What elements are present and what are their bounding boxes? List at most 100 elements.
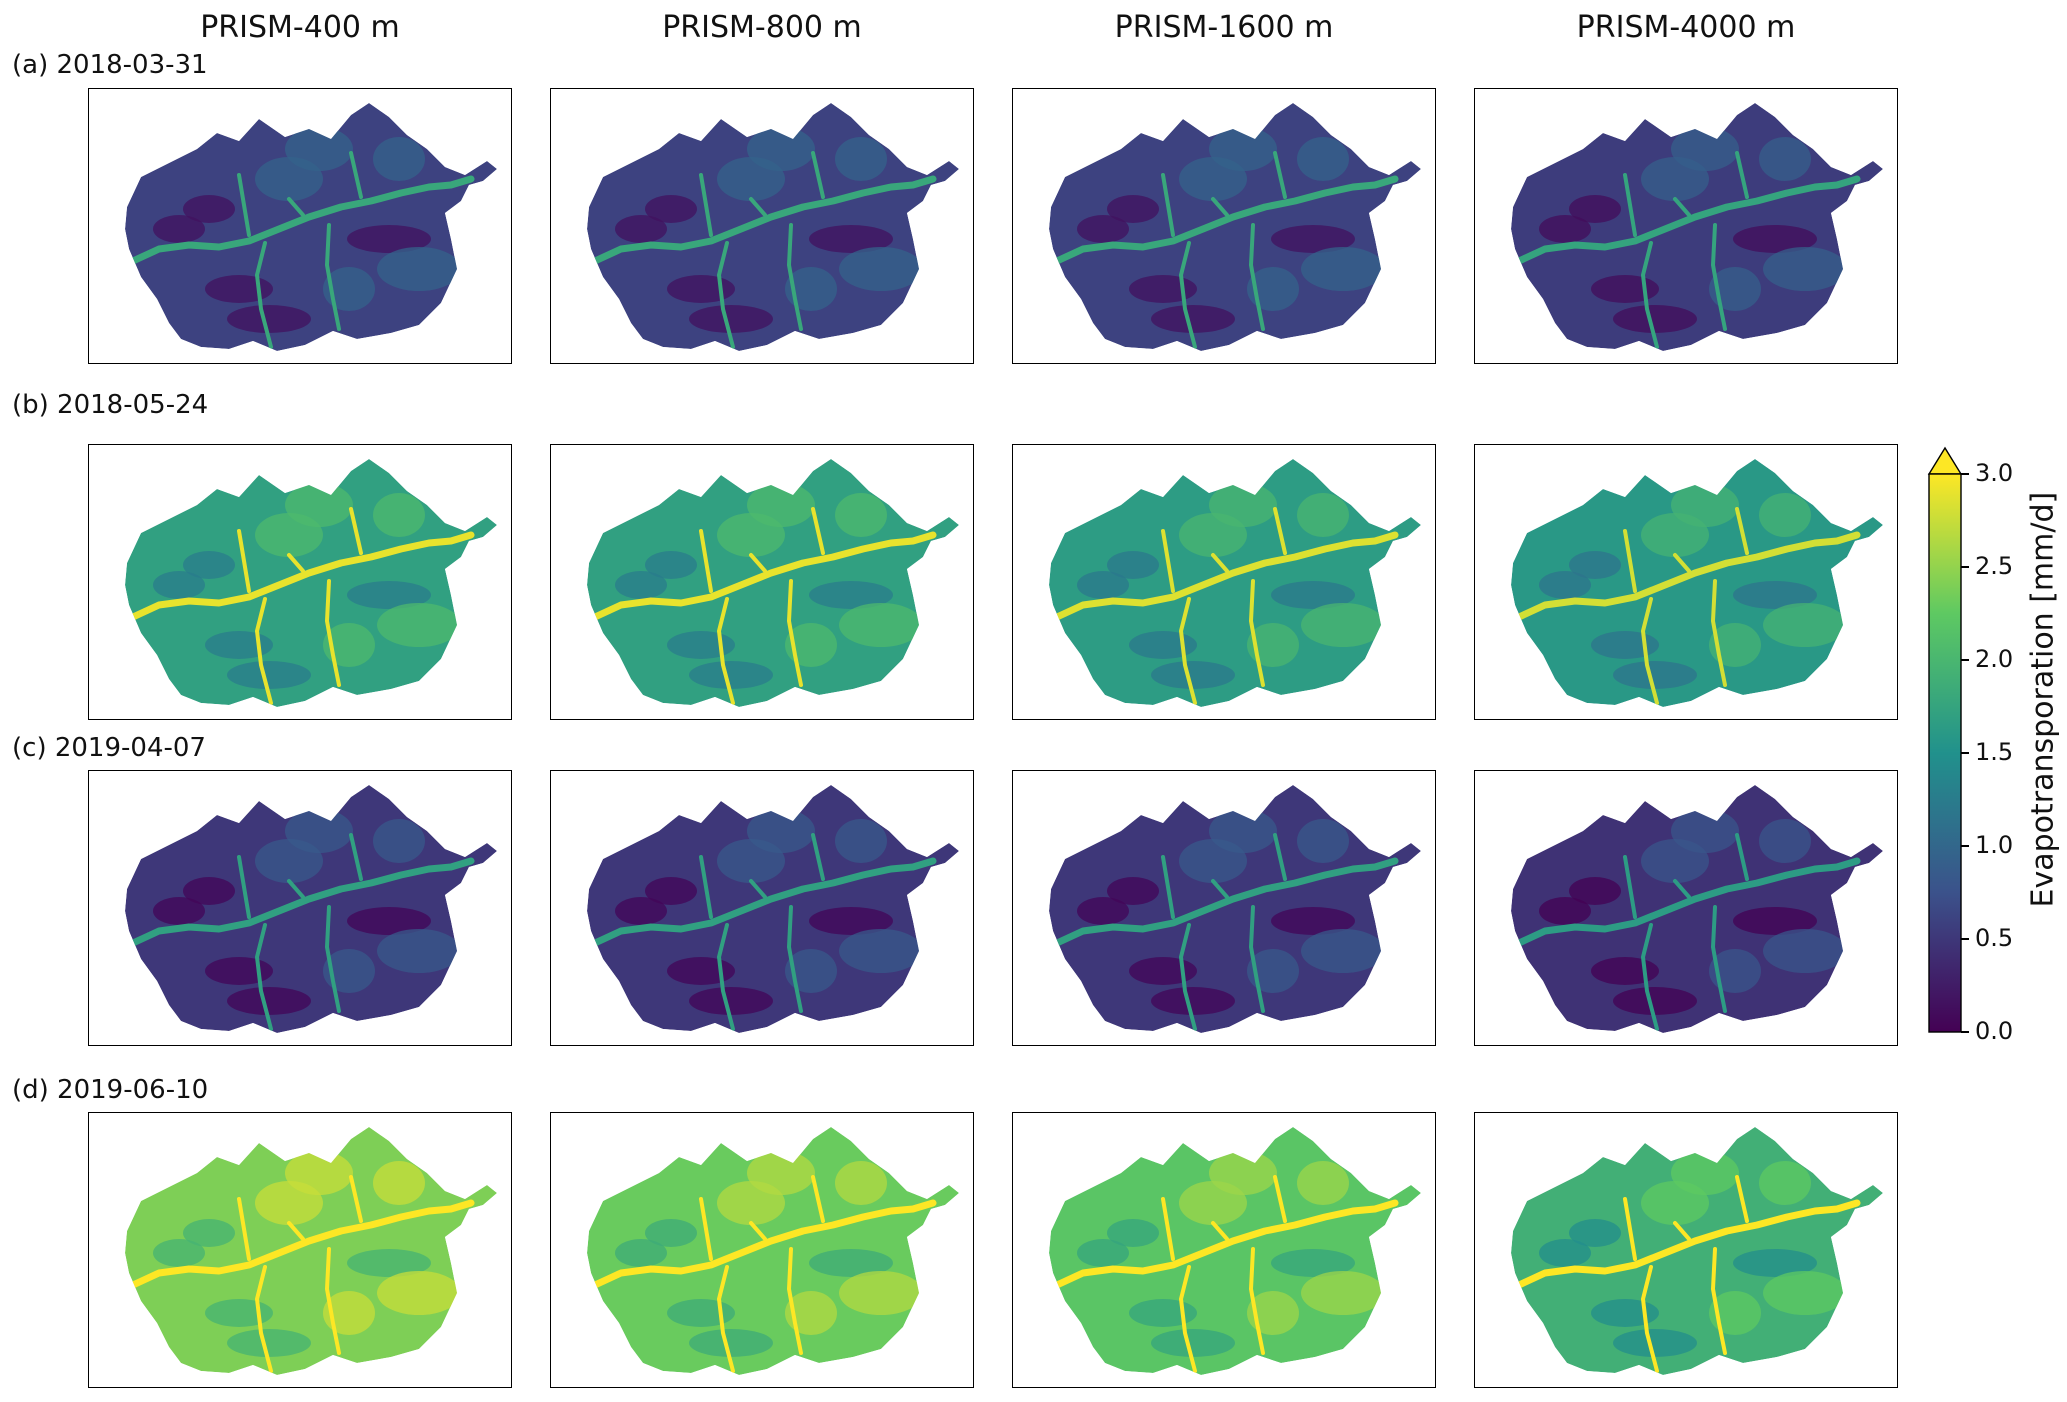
riparian-channel (325, 579, 341, 687)
value-patch (1733, 581, 1817, 609)
value-patch (1129, 1299, 1197, 1327)
value-patch (1107, 877, 1159, 905)
value-patch (615, 215, 667, 243)
riparian-channel (1161, 529, 1175, 593)
map-panel (1474, 1112, 1898, 1388)
colorbar-extend-triangle (1927, 446, 1963, 475)
riparian-channel (129, 531, 475, 621)
colorbar-tick-mark (1961, 752, 1969, 754)
value-patch (1271, 1249, 1355, 1277)
value-patch (1301, 929, 1385, 973)
riparian-channel (1673, 553, 1691, 573)
value-patch (1539, 215, 1591, 243)
riparian-channel (237, 1197, 251, 1261)
map-svg (1049, 785, 1421, 1033)
value-patch (285, 809, 353, 853)
value-patch (1129, 957, 1197, 985)
riparian-channel (591, 857, 937, 947)
riparian-channel (1641, 1265, 1659, 1373)
column-title: PRISM-4000 m (1576, 10, 1796, 45)
value-patch (1107, 195, 1159, 223)
value-patch (667, 957, 735, 985)
value-patch (1151, 987, 1235, 1015)
colorbar-gradient (1928, 473, 1962, 1033)
value-patch (1129, 631, 1197, 659)
value-patch (153, 571, 205, 599)
value-patch (1591, 957, 1659, 985)
riparian-channel (811, 507, 825, 555)
value-patch (1763, 247, 1847, 291)
value-patch (183, 195, 235, 223)
value-patch (785, 1291, 837, 1335)
riparian-channel (1273, 507, 1287, 555)
value-patch (1247, 949, 1299, 993)
value-patch (377, 603, 461, 647)
riparian-channel (717, 1265, 735, 1373)
value-patch (1759, 819, 1811, 863)
value-patch (615, 897, 667, 925)
riparian-channel (1623, 529, 1637, 593)
value-patch (1077, 215, 1129, 243)
riparian-channel (1673, 1221, 1691, 1241)
riparian-channel (749, 879, 767, 899)
riparian-channel (787, 223, 803, 331)
colorbar-tick-label: 1.0 (1975, 831, 2014, 859)
value-patch (839, 247, 923, 291)
riparian-channel (1053, 175, 1399, 265)
map-svg (125, 1127, 497, 1375)
value-patch (835, 493, 887, 537)
riparian-channel (1735, 1175, 1749, 1223)
value-patch (615, 1239, 667, 1267)
value-patch (1709, 267, 1761, 311)
value-patch (1569, 1219, 1621, 1247)
riparian-channel (1673, 197, 1691, 217)
value-patch (1077, 1239, 1129, 1267)
value-patch (835, 819, 887, 863)
map-panel (88, 444, 512, 720)
value-patch (347, 581, 431, 609)
riparian-channel (325, 905, 341, 1013)
value-patch (689, 987, 773, 1015)
value-patch (1671, 127, 1739, 171)
riparian-channel (1179, 1265, 1197, 1373)
value-patch (1591, 275, 1659, 303)
map-svg (587, 785, 959, 1033)
value-patch (285, 127, 353, 171)
value-patch (1271, 225, 1355, 253)
riparian-channel (1053, 1199, 1399, 1289)
riparian-channel (1641, 597, 1659, 705)
value-patch (615, 571, 667, 599)
value-patch (667, 1299, 735, 1327)
value-patch (835, 137, 887, 181)
value-patch (1107, 551, 1159, 579)
value-patch (1297, 819, 1349, 863)
riparian-channel (287, 1221, 305, 1241)
riparian-channel (1053, 531, 1399, 621)
value-patch (689, 305, 773, 333)
value-patch (1209, 1151, 1277, 1195)
riparian-channel (237, 529, 251, 593)
riparian-channel (129, 175, 475, 265)
riparian-channel (1641, 923, 1659, 1031)
value-patch (1301, 1271, 1385, 1315)
value-patch (1077, 897, 1129, 925)
riparian-channel (1515, 531, 1861, 621)
riparian-channel (787, 579, 803, 687)
riparian-channel (349, 151, 363, 199)
riparian-channel (1623, 173, 1637, 237)
riparian-channel (811, 1175, 825, 1223)
column-title: PRISM-1600 m (1114, 10, 1334, 45)
map-panel (1012, 1112, 1436, 1388)
riparian-channel (1053, 857, 1399, 947)
riparian-channel (1161, 855, 1175, 919)
value-patch (347, 225, 431, 253)
value-patch (1671, 1151, 1739, 1195)
riparian-channel (1711, 223, 1727, 331)
riparian-channel (591, 531, 937, 621)
map-panel (550, 770, 974, 1046)
value-patch (205, 275, 273, 303)
value-patch (227, 1329, 311, 1357)
value-patch (785, 267, 837, 311)
value-patch (1763, 1271, 1847, 1315)
value-patch (785, 623, 837, 667)
